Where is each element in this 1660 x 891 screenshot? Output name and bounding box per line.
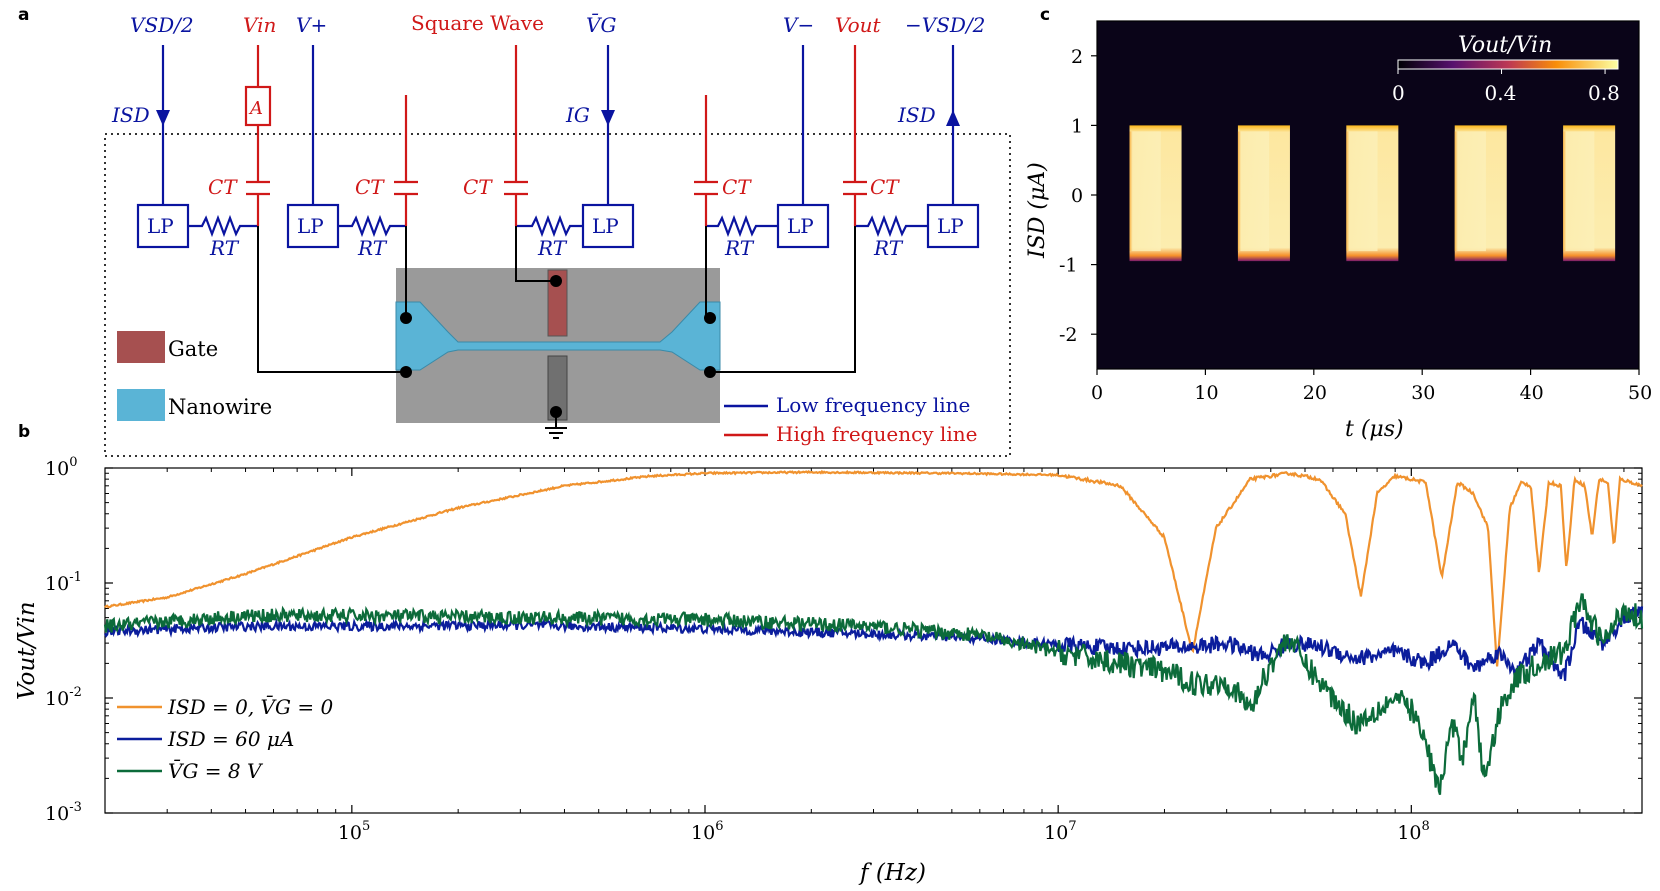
x-tick-label: 105: [338, 819, 370, 844]
rt-label: RT: [209, 236, 240, 260]
c-x-tick-label: 40: [1520, 382, 1544, 404]
label-vg-bar: V̄G: [586, 12, 616, 37]
c-y-tick-label: 2: [1071, 46, 1083, 68]
lp-label: LP: [787, 214, 814, 238]
lp-label: LP: [592, 214, 619, 238]
device-wiring: [257, 226, 856, 439]
colorbar-ticks: 0 0.4 0.8: [1392, 69, 1620, 105]
top-gate: [547, 269, 568, 337]
contact-dots: [400, 275, 716, 418]
legend-nanowire-label: Nanowire: [168, 395, 272, 419]
ct-label: CT: [208, 175, 238, 199]
series-line-2: [104, 606, 1644, 681]
lp-label: LP: [297, 214, 324, 238]
c-y-tick-label: 1: [1071, 115, 1083, 137]
c-y-tick-label: 0: [1071, 185, 1083, 207]
circuit-diagram: VSD/2 Vin V+ Square Wave V̄G V− Vout −VS…: [104, 11, 1011, 457]
gate-swatch: [117, 331, 165, 363]
x-tick-label: 108: [1397, 819, 1429, 844]
label-vout: Vout: [835, 13, 882, 37]
label-isd-right: ISD: [897, 103, 936, 127]
heatmap-pulses: [1129, 125, 1616, 262]
ct-label: CT: [870, 175, 900, 199]
rt-label: RT: [357, 236, 388, 260]
ct-label: CT: [355, 175, 385, 199]
plot-c-xlabel: t (μs): [1345, 417, 1404, 442]
colorbar-tick-label: 0.8: [1588, 81, 1620, 105]
c-x-tick-label: 10: [1194, 382, 1218, 404]
colorbar-tick-label: 0: [1392, 81, 1405, 105]
colorbar-tick-label: 0.4: [1485, 81, 1517, 105]
legend-gate-label: Gate: [168, 337, 218, 361]
rt-label: RT: [537, 236, 568, 260]
c-y-tick-label: -2: [1059, 324, 1078, 346]
label-isd-left: ISD: [111, 103, 150, 127]
series-line-1: [104, 469, 1643, 667]
ct-label: CT: [463, 175, 493, 199]
low-frequency-lines: [136, 45, 980, 249]
legend-high-freq-label: High frequency line: [776, 422, 977, 446]
c-x-tick-label: 20: [1303, 382, 1327, 404]
lp-label: LP: [937, 214, 964, 238]
ammeter-label: A: [248, 98, 263, 119]
plot-c-ylabel: ISD (μA): [1025, 162, 1050, 259]
nanowire-swatch: [117, 389, 165, 421]
c-x-tick-label: 0: [1091, 382, 1103, 404]
panel-label-a: a: [18, 5, 29, 25]
bottom-gate: [547, 355, 568, 421]
heatmap-pulse-edge: [1563, 131, 1595, 252]
legend-low-freq-label: Low frequency line: [776, 393, 970, 417]
lp-label: LP: [147, 214, 174, 238]
nanowire-shape: [395, 301, 721, 371]
panel-label-b: b: [18, 422, 30, 442]
plot-b: 105 106 107 108 100 10-1 10-2 10-3 f (Hz) Vout/…: [14, 455, 1644, 886]
label-square-wave: Square Wave: [411, 11, 544, 35]
rt-label: RT: [724, 236, 755, 260]
panel-label-c: c: [1040, 5, 1050, 25]
heatmap-pulse-edge: [1237, 131, 1270, 252]
label-neg-vsd-half: −VSD/2: [905, 13, 985, 37]
legend-label-2: ISD = 60 μA: [167, 727, 294, 751]
series-line-3: [103, 593, 1644, 796]
y-tick-label: 10-2: [45, 685, 82, 710]
plot-b-series: [103, 469, 1644, 796]
x-tick-label: 107: [1044, 819, 1076, 844]
heatmap-pulse-edge: [1129, 131, 1161, 252]
legend-label-3: V̄G = 8 V: [168, 758, 264, 783]
legend-label-1: ISD = 0, V̄G = 0: [167, 694, 333, 719]
label-vminus: V−: [783, 13, 814, 37]
c-x-tick-label: 50: [1628, 382, 1652, 404]
label-ig: IG: [565, 103, 590, 127]
rt-label: RT: [873, 236, 904, 260]
label-vsd-half: VSD/2: [130, 13, 194, 37]
plot-b-ticks: 105 106 107 108 100 10-1 10-2 10-3: [45, 455, 1642, 844]
c-y-tick-label: -1: [1059, 255, 1078, 277]
plot-b-xlabel: f (Hz): [858, 860, 926, 886]
c-x-tick-label: 30: [1411, 382, 1435, 404]
colorbar-label: Vout/Vin: [1458, 33, 1552, 58]
high-frequency-lines: [244, 45, 867, 226]
y-tick-label: 10-3: [45, 800, 82, 825]
sample-enclosure: [104, 133, 1011, 457]
x-tick-label: 106: [691, 819, 723, 844]
y-tick-label: 100: [45, 455, 77, 480]
plot-b-frame: [104, 467, 1643, 814]
heatmap-pulse-edge: [1454, 131, 1486, 252]
heatmap-pulse-edge: [1346, 131, 1378, 252]
label-vplus: V+: [296, 13, 327, 37]
ct-label: CT: [722, 175, 752, 199]
y-tick-label: 10-1: [45, 570, 82, 595]
plot-b-ylabel: Vout/Vin: [14, 601, 40, 700]
label-vin: Vin: [243, 13, 276, 37]
colorbar: [1397, 59, 1619, 70]
plot-b-legend: ISD = 0, V̄G = 0 ISD = 60 μA V̄G = 8 V: [117, 694, 333, 783]
